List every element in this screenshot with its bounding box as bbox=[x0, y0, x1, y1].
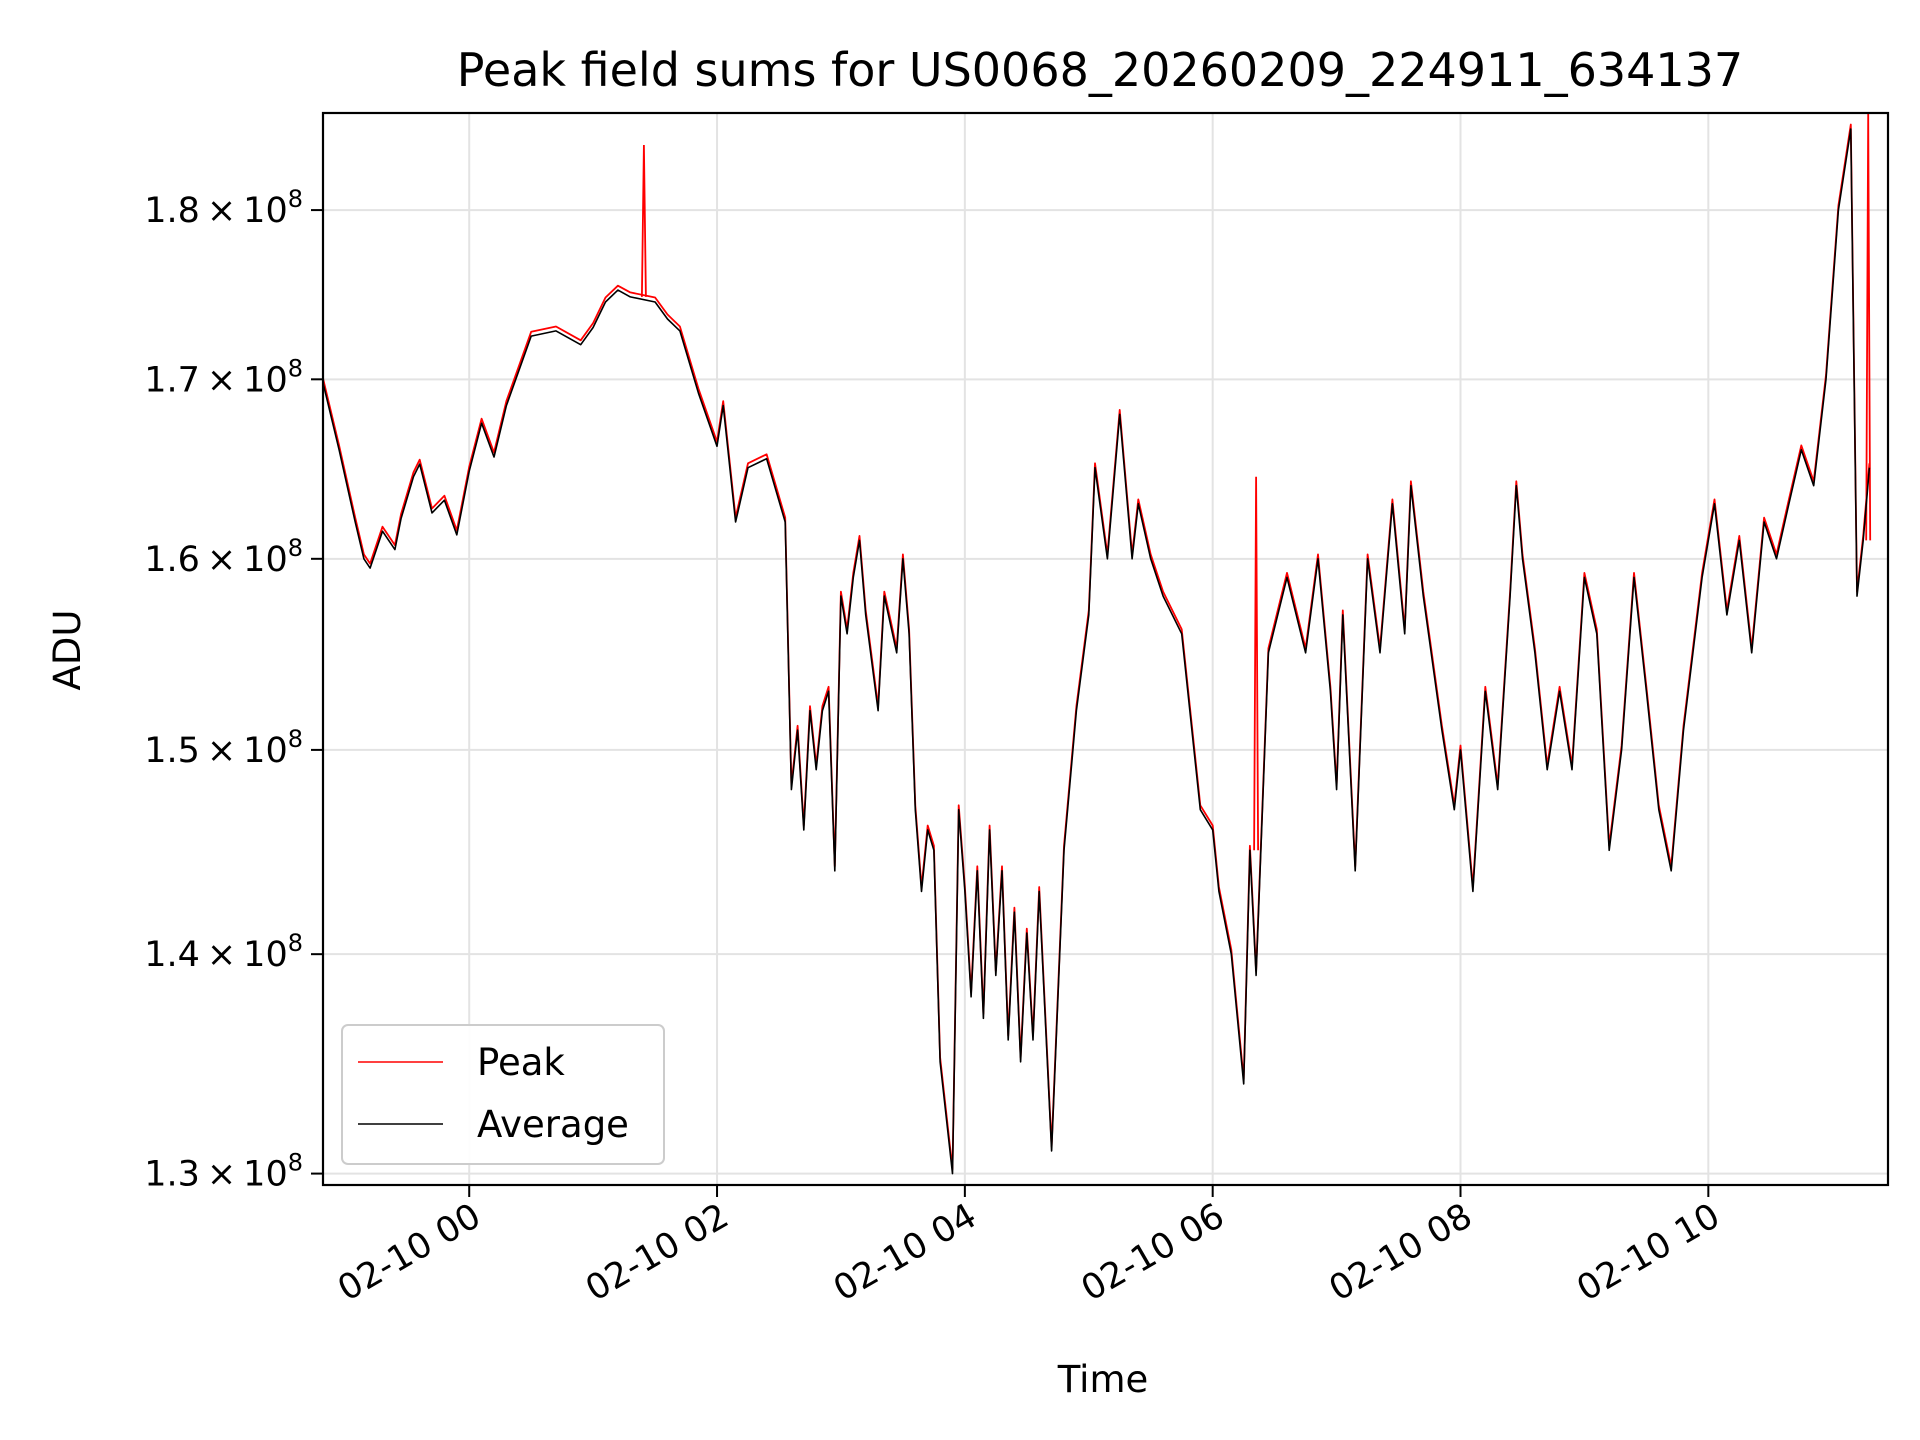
y-axis-label: ADU bbox=[46, 610, 89, 691]
y-tick-label: 1.5 × 108 bbox=[144, 725, 303, 771]
plot-frame bbox=[321, 111, 1890, 1187]
series-layer bbox=[323, 113, 1872, 1175]
x-axis-label: Time bbox=[1057, 1358, 1149, 1401]
y-tick-label: 1.7 × 108 bbox=[144, 354, 303, 400]
grid-lines bbox=[323, 113, 1888, 1185]
y-tick-label: 1.3 × 108 bbox=[144, 1149, 303, 1195]
series-spike-peak bbox=[1865, 113, 1872, 541]
y-tick-label: 1.8 × 108 bbox=[144, 185, 303, 231]
y-tick-label: 1.6 × 108 bbox=[144, 534, 303, 580]
y-tick-label: 1.4 × 108 bbox=[144, 929, 303, 975]
legend-label-peak: Peak bbox=[477, 1041, 565, 1084]
legend-box bbox=[341, 1024, 665, 1165]
y-axis: 1.3 × 108 1.4 × 108 1.5 × 108 1.6 × 108 1.7 … bbox=[144, 185, 323, 1195]
series-spike-peak bbox=[1253, 476, 1259, 851]
series-spike-peak bbox=[641, 144, 647, 297]
series-line-average bbox=[323, 128, 1871, 1175]
chart-title: Peak field sums for US0068_20260209_2249… bbox=[457, 43, 1743, 97]
legend: Peak Average bbox=[341, 1024, 665, 1165]
legend-label-average: Average bbox=[477, 1103, 629, 1146]
